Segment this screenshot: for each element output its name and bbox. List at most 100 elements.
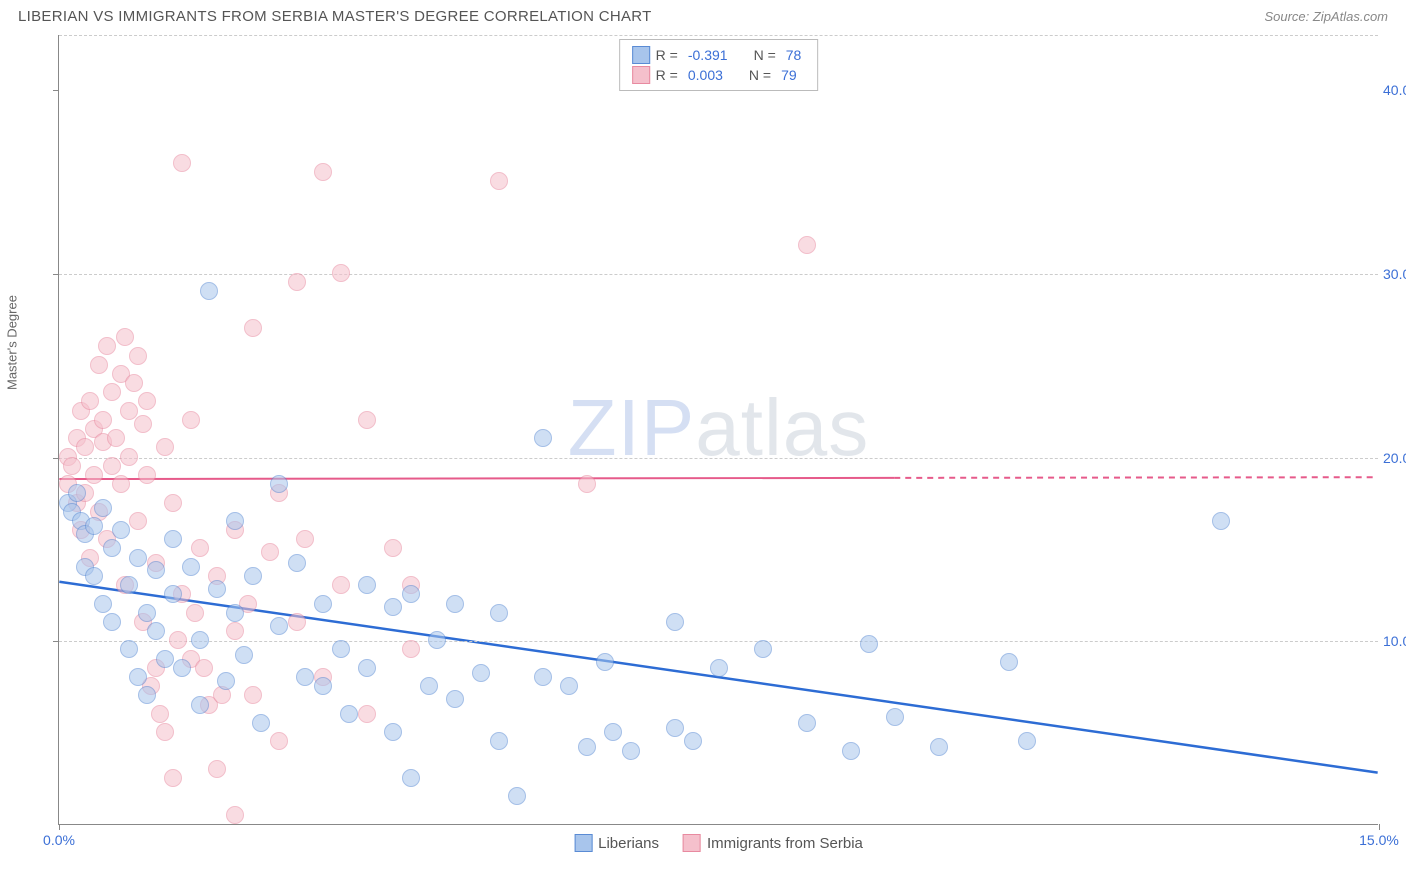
scatter-point (314, 677, 332, 695)
scatter-point (85, 466, 103, 484)
scatter-point (173, 659, 191, 677)
chart-title: LIBERIAN VS IMMIGRANTS FROM SERBIA MASTE… (18, 8, 652, 25)
scatter-point (226, 806, 244, 824)
scatter-point (578, 475, 596, 493)
y-axis-label: Master's Degree (5, 295, 20, 390)
y-tick-label: 40.0% (1383, 82, 1406, 98)
n-label: N = (749, 67, 771, 83)
scatter-point (138, 604, 156, 622)
scatter-point (138, 686, 156, 704)
scatter-point (208, 580, 226, 598)
scatter-point (226, 622, 244, 640)
y-tick-mark (53, 90, 59, 91)
scatter-point (534, 668, 552, 686)
scatter-point (90, 356, 108, 374)
scatter-point (332, 576, 350, 594)
scatter-point (191, 539, 209, 557)
y-tick-label: 10.0% (1383, 633, 1406, 649)
grid-line (59, 458, 1378, 459)
scatter-point (358, 576, 376, 594)
scatter-point (622, 742, 640, 760)
scatter-point (798, 714, 816, 732)
r-value: 0.003 (688, 67, 723, 83)
scatter-point (270, 475, 288, 493)
legend-swatch (632, 46, 650, 64)
scatter-point (1212, 512, 1230, 530)
scatter-point (288, 273, 306, 291)
scatter-point (129, 668, 147, 686)
scatter-point (120, 640, 138, 658)
scatter-point (129, 512, 147, 530)
scatter-point (98, 337, 116, 355)
scatter-point (332, 640, 350, 658)
scatter-point (446, 690, 464, 708)
scatter-point (402, 640, 420, 658)
scatter-point (578, 738, 596, 756)
scatter-point (226, 604, 244, 622)
series-legend-item: Immigrants from Serbia (683, 834, 863, 852)
scatter-point (296, 530, 314, 548)
scatter-point (402, 585, 420, 603)
scatter-point (94, 595, 112, 613)
scatter-point (332, 264, 350, 282)
scatter-point (288, 613, 306, 631)
scatter-point (191, 631, 209, 649)
scatter-point (156, 438, 174, 456)
y-tick-label: 20.0% (1383, 450, 1406, 466)
grid-line (59, 35, 1378, 36)
scatter-point (182, 411, 200, 429)
scatter-point (270, 732, 288, 750)
scatter-point (710, 659, 728, 677)
scatter-point (103, 539, 121, 557)
scatter-point (156, 723, 174, 741)
scatter-point (76, 438, 94, 456)
scatter-point (125, 374, 143, 392)
scatter-point (1018, 732, 1036, 750)
scatter-point (120, 576, 138, 594)
series-legend-item: Liberians (574, 834, 659, 852)
scatter-point (402, 769, 420, 787)
x-tick-label: 0.0% (43, 832, 75, 848)
r-value: -0.391 (688, 47, 728, 63)
scatter-point (340, 705, 358, 723)
n-value: 78 (786, 47, 802, 63)
scatter-point (107, 429, 125, 447)
scatter-point (129, 347, 147, 365)
scatter-point (358, 411, 376, 429)
scatter-point (63, 457, 81, 475)
scatter-point (147, 561, 165, 579)
plot-area: ZIPatlas R =-0.391N =78R =0.003N =79 Lib… (58, 35, 1378, 825)
scatter-point (384, 539, 402, 557)
x-tick-mark (59, 824, 60, 830)
scatter-point (129, 549, 147, 567)
scatter-point (85, 567, 103, 585)
scatter-point (534, 429, 552, 447)
series-name: Liberians (598, 835, 659, 852)
scatter-point (195, 659, 213, 677)
r-label: R = (656, 47, 678, 63)
scatter-point (151, 705, 169, 723)
scatter-point (182, 558, 200, 576)
scatter-point (138, 466, 156, 484)
scatter-point (754, 640, 772, 658)
scatter-point (886, 708, 904, 726)
scatter-point (164, 769, 182, 787)
scatter-point (666, 719, 684, 737)
scatter-point (164, 494, 182, 512)
scatter-point (358, 659, 376, 677)
scatter-point (186, 604, 204, 622)
scatter-point (226, 512, 244, 530)
scatter-point (842, 742, 860, 760)
scatter-point (384, 598, 402, 616)
scatter-point (1000, 653, 1018, 671)
scatter-point (490, 604, 508, 622)
scatter-point (446, 595, 464, 613)
scatter-point (384, 723, 402, 741)
scatter-point (604, 723, 622, 741)
scatter-point (314, 595, 332, 613)
scatter-point (358, 705, 376, 723)
legend-swatch (574, 834, 592, 852)
scatter-point (191, 696, 209, 714)
scatter-point (173, 154, 191, 172)
scatter-point (270, 617, 288, 635)
